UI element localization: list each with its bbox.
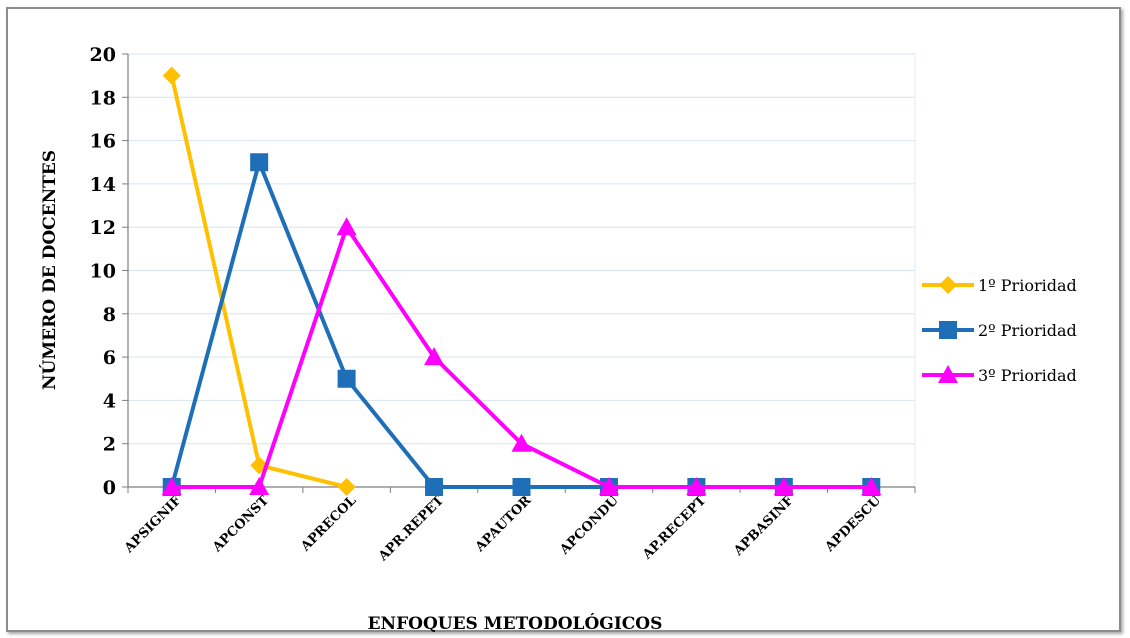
series-3 [161,217,882,495]
data-point [424,347,445,366]
legend-item-1: 1º Prioridad [922,276,1077,295]
data-point [336,217,357,236]
y-tick-label: 6 [103,347,116,369]
y-tick-label: 12 [90,217,116,239]
x-tick-labels: APSIGNIF APCONST APRECOL APR.REPET APAUTOR AP… [121,493,884,565]
legend-item-3: 3º Prioridad [922,365,1077,385]
x-tick-label: APRECOL [298,493,360,555]
legend-marker [938,365,958,383]
legend-marker [939,276,957,294]
y-tick-label: 16 [90,131,116,153]
data-point [161,477,182,495]
legend-label: 3º Prioridad [978,366,1077,385]
data-point [249,477,270,495]
x-tick-label: APR.REPET [375,493,447,565]
x-tick-label: APCONST [209,493,272,556]
y-tick-label: 20 [90,44,116,66]
data-point [250,153,269,172]
series-group [161,66,882,496]
x-axis-title: ENFOQUES METODOLÓGICOS [368,613,663,634]
x-tick-label: APAUTOR [472,493,534,555]
y-tick-label: 8 [103,304,116,326]
x-tick-label: APCONDU [557,493,623,559]
y-tick-label: 10 [90,261,116,283]
data-point [425,478,444,496]
data-point [337,369,356,388]
y-tick-labels: 0 2 4 6 8 10 12 14 16 18 20 [90,44,116,499]
legend-label: 1º Prioridad [978,276,1077,295]
y-tick-label: 2 [103,434,116,456]
x-tick-label: APBASINF [731,493,798,560]
data-point [162,66,181,85]
legend: 1º Prioridad 2º Prioridad 3º Prioridad [922,276,1077,385]
data-point [861,477,882,495]
legend-marker [939,321,957,339]
x-tick-label: AP.RECEPT [639,493,709,563]
legend-item-2: 2º Prioridad [922,321,1077,340]
y-tick-label: 0 [103,477,116,499]
y-tick-label: 4 [103,390,116,412]
data-point [512,478,531,496]
data-point [598,477,619,495]
x-tick-label: APSIGNIF [121,493,185,557]
y-tick-label: 14 [90,174,116,196]
x-tick-label: APDESCU [822,493,885,556]
legend-label: 2º Prioridad [978,321,1077,340]
data-point [686,477,707,495]
data-point [511,433,532,452]
y-axis-title: NÚMERO DE DOCENTES [39,150,60,390]
y-tick-label: 18 [90,87,116,109]
data-point [773,477,794,495]
data-point [337,478,356,496]
